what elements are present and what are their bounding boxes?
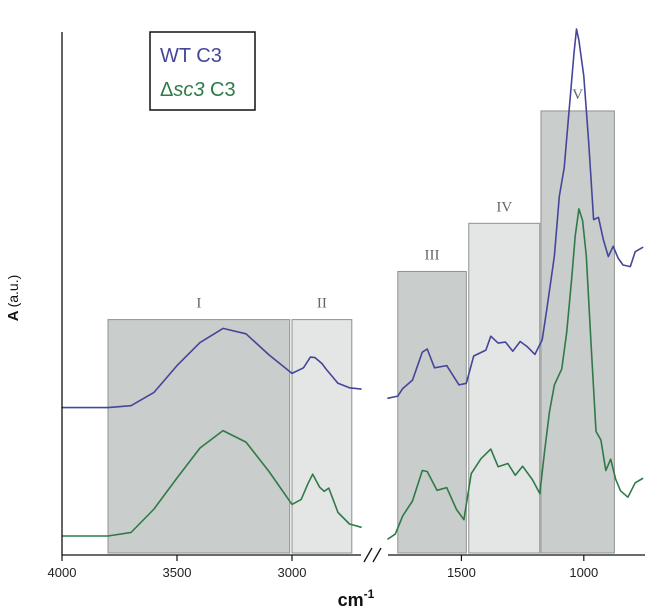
legend-frame	[149, 31, 256, 111]
x-axis-title: cm-1	[338, 587, 375, 610]
region-i-box	[107, 319, 291, 554]
region-iv-label: IV	[496, 199, 512, 215]
legend-entry-wt: WT C3	[160, 45, 222, 67]
x-tick-label-3500: 3500	[163, 565, 192, 580]
region-v-label: V	[572, 87, 583, 103]
region-i-label: I	[196, 296, 201, 312]
region-ii-label: II	[317, 296, 327, 312]
region-v-box	[540, 110, 615, 554]
axis-break-mark	[363, 547, 382, 563]
x-axis-ticks: 4000 3500 3000 1500 1000	[48, 555, 598, 580]
series-sc3-line-panel-1	[61, 429, 362, 537]
series-wt-line-panel-2	[387, 28, 644, 399]
series-wt-line-panel-1	[61, 327, 362, 409]
region-ii-box	[291, 319, 353, 554]
series-sc3-line-panel-2	[387, 208, 644, 540]
x-tick-label-3000: 3000	[278, 565, 307, 580]
region-iii-box	[397, 270, 467, 554]
x-tick-label-4000: 4000	[48, 565, 77, 580]
axes	[61, 32, 645, 563]
legend-entry-sc3: Δsc3 C3	[160, 79, 236, 101]
spectra-lines	[61, 28, 644, 540]
x-tick-label-1500: 1500	[447, 565, 476, 580]
legend-box: WT C3 Δsc3 C3	[149, 31, 256, 111]
region-iii-label: III	[425, 247, 440, 263]
y-axis-title: A(a.u.)	[5, 275, 22, 322]
region-iv-box	[468, 222, 541, 554]
x-tick-label-1000: 1000	[569, 565, 598, 580]
